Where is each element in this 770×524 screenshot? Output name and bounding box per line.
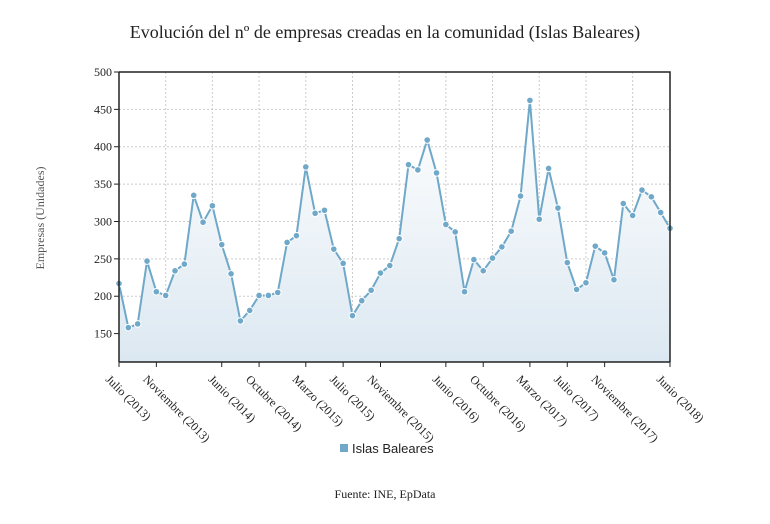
point — [619, 199, 628, 208]
point — [236, 317, 245, 325]
point — [610, 275, 618, 284]
point — [591, 242, 600, 250]
y-tick-label: 400 — [94, 140, 112, 154]
y-tick-label: 450 — [94, 102, 112, 116]
plot-frame — [119, 71, 671, 362]
point — [264, 291, 273, 300]
y-tick-label: 250 — [94, 252, 112, 266]
point — [143, 257, 151, 265]
point — [358, 296, 366, 305]
point — [563, 258, 572, 267]
point — [600, 249, 609, 257]
point — [227, 270, 235, 278]
point — [451, 228, 460, 236]
point — [460, 287, 469, 296]
point — [292, 231, 301, 240]
point — [526, 96, 534, 105]
point — [367, 286, 375, 295]
point — [124, 323, 133, 332]
chart-title: Evolución del nº de empresas creadas en … — [130, 22, 640, 43]
point — [245, 306, 254, 315]
point — [507, 227, 516, 236]
x-tick-label: Noviembre (2015) — [364, 372, 437, 445]
point — [376, 269, 385, 277]
x-tick-label: Junio (2018) — [654, 372, 707, 425]
point — [582, 278, 590, 287]
point — [171, 267, 179, 275]
point — [404, 160, 413, 169]
point — [488, 254, 497, 262]
point — [273, 288, 282, 297]
point — [470, 255, 478, 264]
point — [199, 218, 207, 227]
point — [628, 211, 637, 220]
point — [414, 166, 422, 174]
point — [442, 220, 450, 229]
point — [189, 191, 198, 200]
legend-swatch — [340, 444, 348, 452]
y-tick-label: 300 — [94, 214, 112, 228]
point — [432, 169, 441, 177]
point — [572, 285, 581, 294]
point — [544, 164, 553, 173]
point — [208, 201, 217, 210]
point — [479, 267, 488, 275]
point — [133, 320, 142, 328]
point — [554, 204, 562, 212]
point — [152, 287, 161, 296]
point — [535, 215, 544, 224]
point — [255, 291, 263, 300]
point — [217, 240, 226, 249]
y-axis-label: Empresas (Unidades) — [33, 167, 47, 270]
y-tick-label: 350 — [94, 177, 112, 191]
point — [283, 238, 291, 247]
point — [320, 206, 329, 215]
source: Fuente: INE, EpData — [335, 487, 437, 501]
point — [301, 163, 310, 171]
point — [161, 291, 170, 300]
point — [339, 259, 347, 268]
y-tick-label: 150 — [94, 327, 112, 341]
y-tick-label: 500 — [94, 65, 112, 79]
point — [423, 136, 431, 144]
point — [395, 234, 403, 243]
point — [638, 186, 646, 194]
legend-label: Islas Baleares — [352, 441, 434, 456]
point — [386, 261, 394, 270]
point — [647, 193, 656, 201]
point — [516, 192, 525, 200]
y-tick-label: 200 — [94, 289, 112, 303]
point — [498, 243, 506, 251]
area — [119, 100, 670, 362]
x-tick-label: Noviembre (2013) — [140, 372, 213, 445]
point — [329, 245, 338, 253]
point — [348, 311, 357, 320]
point — [311, 209, 319, 218]
point — [656, 208, 665, 217]
x-tick-label: Noviembre (2017) — [589, 372, 662, 445]
point — [180, 260, 189, 268]
